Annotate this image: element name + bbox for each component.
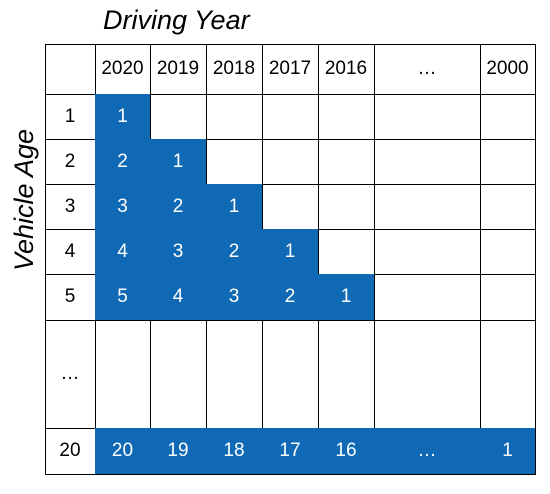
age-cell-filled: 5 [95,274,151,321]
age-cell [262,184,319,230]
age-cell [262,320,319,429]
column-header: 2018 [206,44,263,95]
age-cell-filled: 18 [206,428,263,475]
age-cell [480,139,536,185]
age-cell [150,94,207,140]
age-cell [318,139,375,185]
age-cell-filled: 1 [262,229,319,275]
age-cell-filled: 17 [262,428,319,475]
age-cell [480,184,536,230]
age-cell-filled: 19 [150,428,207,475]
age-cell-filled: 2 [206,229,263,275]
age-cell-filled: 1 [480,428,536,475]
age-cell [318,184,375,230]
age-cell [95,320,151,429]
driving-year-title: Driving Year [103,5,250,35]
age-cell-filled: 3 [150,229,207,275]
age-cell-filled: 2 [95,139,151,185]
age-cell [374,184,481,230]
row-header: 5 [45,274,96,321]
column-header: 2000 [480,44,536,95]
age-cell [318,94,375,140]
age-cell [374,320,481,429]
age-cell [206,94,263,140]
age-cell-filled: 16 [318,428,375,475]
age-cell-filled: 3 [95,184,151,230]
age-cell [150,320,207,429]
column-header: 2017 [262,44,319,95]
column-header: 2016 [318,44,375,95]
age-cell [374,229,481,275]
age-cell-filled: 4 [95,229,151,275]
column-header: 2019 [150,44,207,95]
age-cell [480,94,536,140]
age-cell [374,274,481,321]
age-cell-filled: 1 [95,94,151,140]
corner-cell [45,44,96,95]
age-cell [262,139,319,185]
age-cell [318,229,375,275]
age-cell-filled: … [374,428,481,475]
vehicle-age-title: Vehicle Age [9,128,39,272]
age-cell [480,229,536,275]
age-cell [374,94,481,140]
age-cell [480,274,536,321]
age-cell-filled: 1 [150,139,207,185]
row-header: 20 [45,428,96,475]
row-header: 3 [45,184,96,230]
age-cell [374,139,481,185]
age-cell [206,139,263,185]
age-cell [480,320,536,429]
column-header: 2020 [95,44,151,95]
age-cell-filled: 2 [150,184,207,230]
row-header: 4 [45,229,96,275]
age-cell-filled: 2 [262,274,319,321]
row-header: … [45,320,96,429]
age-cell [206,320,263,429]
age-cell-filled: 3 [206,274,263,321]
age-cell [262,94,319,140]
row-header: 1 [45,94,96,140]
age-cell-filled: 1 [318,274,375,321]
age-cell-filled: 1 [206,184,263,230]
age-cell-filled: 4 [150,274,207,321]
row-header: 2 [45,139,96,185]
age-cell [318,320,375,429]
column-header: … [374,44,481,95]
age-cell-filled: 20 [95,428,151,475]
